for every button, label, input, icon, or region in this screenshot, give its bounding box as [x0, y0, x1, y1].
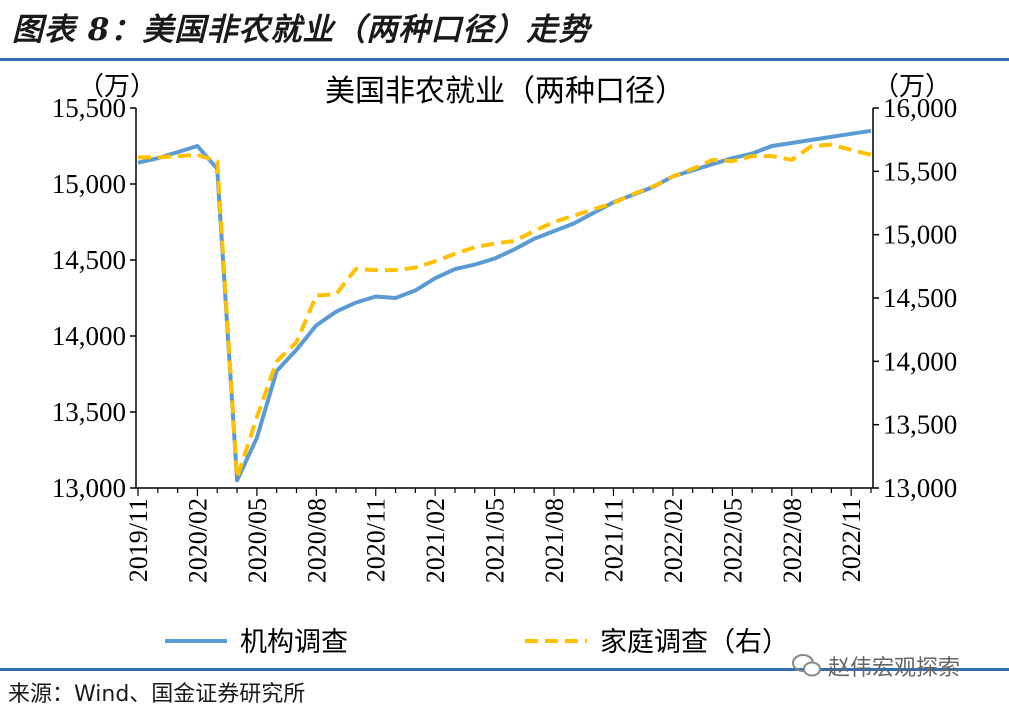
left-tick-label: 15,000: [52, 169, 126, 199]
legend-label-1: 家庭调查（右）: [600, 627, 789, 658]
left-tick-label: 13,500: [52, 397, 126, 427]
x-tick-label: 2021/02: [421, 498, 450, 583]
x-tick-label: 2020/02: [183, 498, 212, 583]
x-tick-label: 2022/02: [659, 498, 688, 583]
legend-label-0: 机构调查: [240, 627, 348, 658]
chart-axes: [130, 107, 879, 496]
right-tick-label: 14,000: [883, 346, 957, 376]
left-tick-label: 14,500: [52, 245, 126, 275]
chart-title: 美国非农就业（两种口径）: [325, 74, 685, 109]
chart-series: [137, 128, 872, 483]
watermark-text: 赵伟宏观探索: [828, 656, 961, 681]
x-tick-label: 2022/08: [778, 498, 807, 583]
left-unit-label: （万）: [78, 72, 156, 102]
x-tick-label: 2021/11: [599, 498, 628, 582]
source-note: 来源：Wind、国金证券研究所: [8, 682, 306, 707]
right-unit-label: （万）: [873, 72, 951, 102]
watermark: 赵伟宏观探索: [792, 650, 960, 682]
figure-title: 图表 8：美国非农就业（两种口径）走势: [12, 12, 591, 48]
right-tick-label: 13,000: [883, 473, 957, 503]
series-line-0: [137, 128, 872, 483]
right-tick-label: 15,000: [883, 220, 957, 250]
right-tick-label: 16,000: [883, 93, 957, 123]
chart: 13,000 13,500 14,000 14,500 15,000 15,500 13,0…: [52, 72, 958, 658]
left-tick-label: 14,000: [52, 321, 126, 351]
bottom-rule: [0, 668, 1009, 671]
left-tick-label: 15,500: [52, 93, 126, 123]
x-tick-label: 2021/08: [540, 498, 569, 583]
series-line-1: [138, 142, 872, 480]
chart-legend: 机构调查 家庭调查（右）: [165, 627, 789, 658]
x-tick-label: 2019/11: [124, 498, 153, 582]
x-tick-label: 2020/08: [302, 498, 331, 583]
wechat-icon: [792, 654, 821, 677]
right-tick-label: 15,500: [883, 156, 957, 186]
left-tick-label: 13,000: [52, 473, 126, 503]
x-tick-label: 2022/05: [718, 498, 747, 583]
right-tick-label: 13,500: [883, 410, 957, 440]
top-rule: [0, 58, 1009, 61]
x-tick-label: 2021/05: [481, 498, 510, 583]
chart-labels: 13,000 13,500 14,000 14,500 15,000 15,500 13,0…: [52, 72, 958, 583]
right-tick-label: 14,500: [883, 283, 957, 313]
x-tick-label: 2020/11: [362, 498, 391, 582]
x-tick-label: 2020/05: [243, 498, 272, 583]
x-tick-label: 2022/11: [837, 498, 866, 582]
